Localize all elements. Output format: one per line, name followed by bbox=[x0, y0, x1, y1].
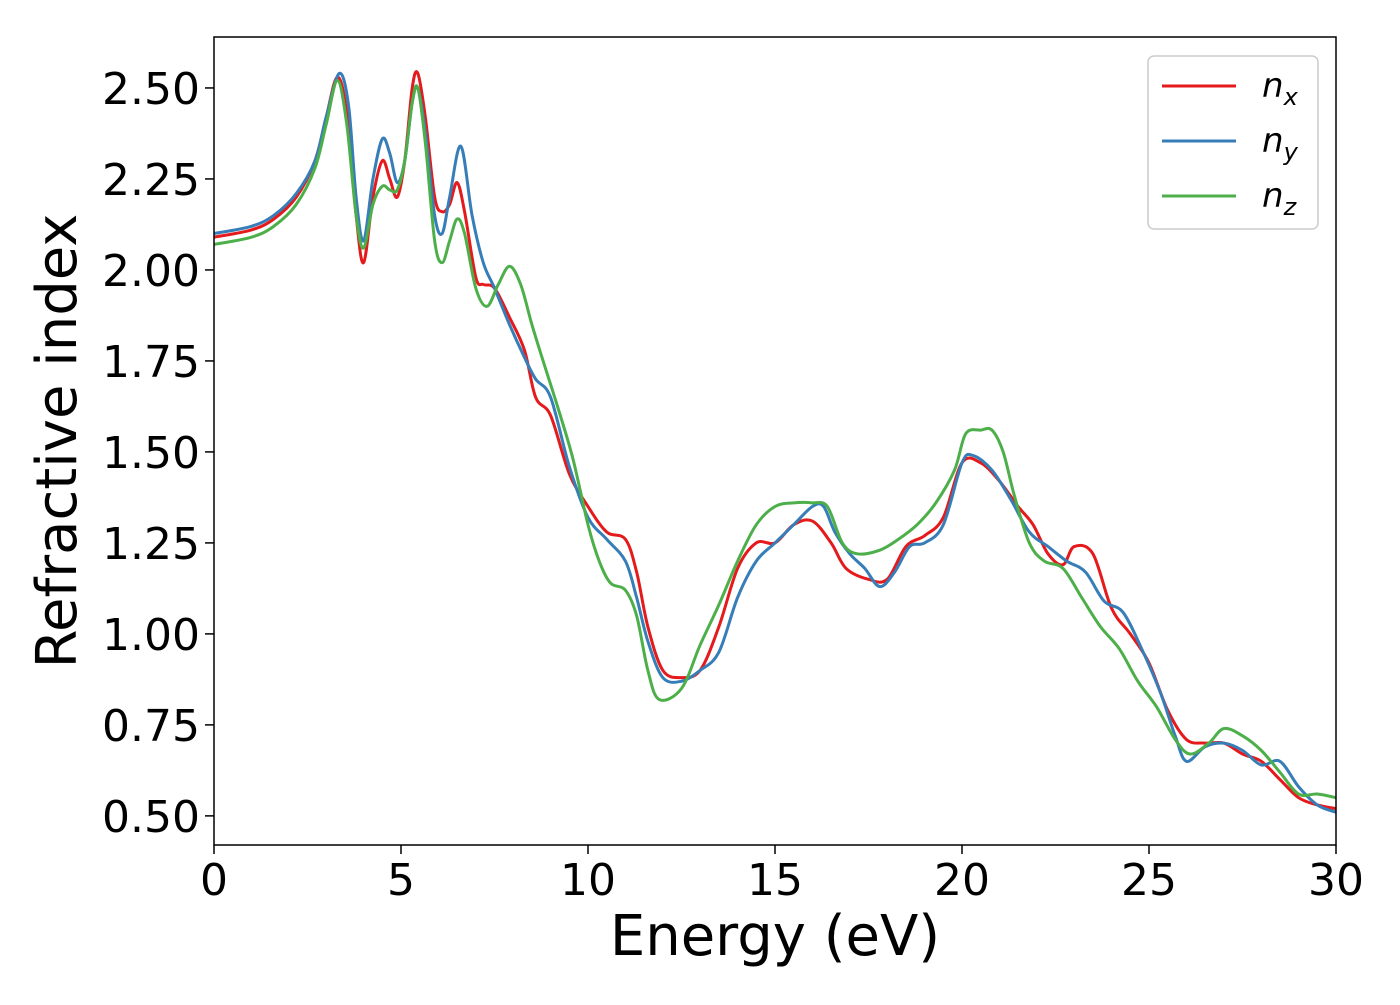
y-axis-ticks: 0.50 0.75 1.00 1.25 1.50 1.75 2.00 2.25 2.50 bbox=[102, 64, 214, 843]
x-tick-label: 5 bbox=[387, 855, 415, 906]
x-tick-label: 25 bbox=[1121, 855, 1177, 906]
y-tick-label: 1.25 bbox=[102, 519, 200, 570]
x-axis-label: Energy (eV) bbox=[610, 904, 940, 969]
series-line-nz bbox=[214, 79, 1336, 800]
y-tick-label: 2.00 bbox=[102, 246, 200, 297]
y-tick-label: 2.25 bbox=[102, 155, 200, 206]
x-tick-label: 0 bbox=[200, 855, 228, 906]
y-tick-label: 1.75 bbox=[102, 337, 200, 388]
series-line-nx bbox=[214, 70, 1336, 811]
y-tick-label: 2.50 bbox=[102, 64, 200, 115]
x-tick-label: 10 bbox=[560, 855, 616, 906]
x-tick-label: 15 bbox=[747, 855, 803, 906]
legend-subscript: y bbox=[1283, 138, 1299, 166]
y-axis-label: Refractive index bbox=[25, 214, 90, 669]
y-tick-label: 1.00 bbox=[102, 610, 200, 661]
x-axis-ticks: 0 5 10 15 20 25 30 bbox=[200, 845, 1364, 906]
series-line-ny bbox=[214, 71, 1336, 814]
legend-subscript: x bbox=[1283, 83, 1299, 111]
x-tick-label: 30 bbox=[1308, 855, 1364, 906]
series-layer bbox=[214, 70, 1336, 814]
y-tick-label: 0.50 bbox=[102, 792, 200, 843]
y-tick-label: 1.50 bbox=[102, 428, 200, 479]
y-tick-label: 0.75 bbox=[102, 701, 200, 752]
x-tick-label: 20 bbox=[934, 855, 990, 906]
legend-subscript: z bbox=[1283, 193, 1298, 221]
